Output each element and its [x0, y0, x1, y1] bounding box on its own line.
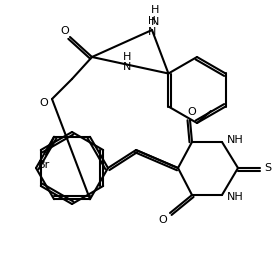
- Text: N: N: [151, 17, 159, 27]
- Text: H: H: [148, 16, 156, 26]
- Text: N: N: [148, 27, 156, 37]
- Text: O: O: [159, 215, 167, 225]
- Text: NH: NH: [227, 135, 244, 145]
- Text: N: N: [123, 62, 131, 72]
- Text: O: O: [188, 107, 196, 117]
- Text: O: O: [61, 26, 69, 36]
- Text: S: S: [264, 163, 272, 173]
- Text: Br: Br: [38, 160, 50, 170]
- Text: H: H: [151, 5, 159, 15]
- Text: H: H: [123, 52, 131, 62]
- Text: O: O: [40, 98, 48, 108]
- Text: NH: NH: [227, 192, 244, 202]
